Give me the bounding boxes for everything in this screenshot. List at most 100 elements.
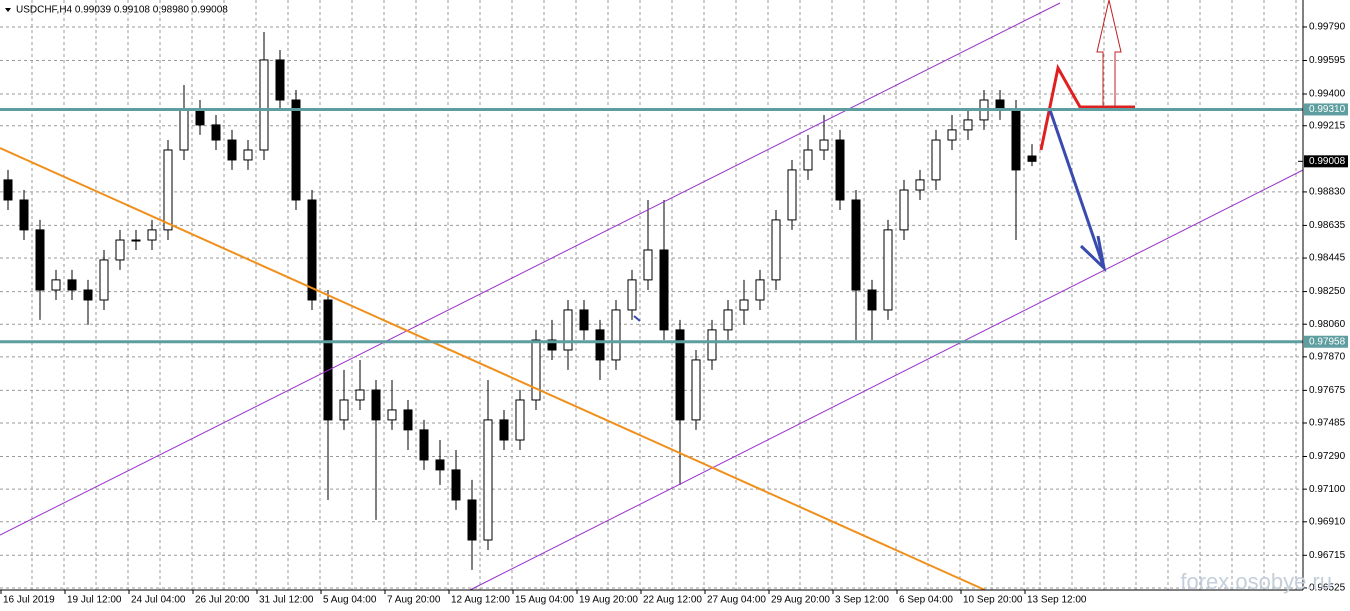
candle-body bbox=[867, 289, 877, 311]
y-tick-label: 0.99215 bbox=[1309, 120, 1346, 131]
candle-body bbox=[115, 239, 125, 261]
candle-body bbox=[19, 199, 29, 231]
down-arrow bbox=[1048, 109, 1106, 269]
x-tick-label: 13 Sep 12:00 bbox=[1027, 595, 1087, 606]
candle-body bbox=[83, 289, 93, 301]
y-tick-label: 0.99400 bbox=[1309, 89, 1346, 100]
small-mark bbox=[633, 315, 641, 322]
grid bbox=[0, 0, 1303, 590]
y-tick-label: 0.99595 bbox=[1309, 55, 1346, 66]
x-tick-label: 27 Aug 04:00 bbox=[707, 595, 766, 606]
y-tick-label: 0.97870 bbox=[1309, 351, 1346, 362]
time-axis bbox=[0, 590, 1350, 611]
level-label: 0.99310 bbox=[1309, 104, 1346, 115]
level-tag bbox=[1304, 335, 1348, 348]
y-tick-label: 0.98635 bbox=[1309, 220, 1346, 231]
candle-body bbox=[339, 399, 349, 421]
candle-body bbox=[483, 419, 493, 541]
candle-body bbox=[499, 419, 509, 441]
candle-body bbox=[227, 139, 237, 161]
candle-body bbox=[371, 389, 381, 421]
candle-body bbox=[899, 189, 909, 231]
candle-body bbox=[467, 499, 477, 541]
level-label: 0.97958 bbox=[1309, 336, 1346, 347]
x-tick-label: 19 Aug 20:00 bbox=[579, 595, 638, 606]
y-tick-label: 0.98445 bbox=[1309, 253, 1346, 264]
candle-body bbox=[1027, 155, 1037, 162]
candle-body bbox=[35, 229, 45, 291]
y-tick-label: 0.96910 bbox=[1309, 516, 1346, 527]
trend-line bbox=[0, 147, 986, 591]
candle-body bbox=[579, 309, 589, 331]
candle-body bbox=[547, 339, 557, 351]
candle-body bbox=[307, 199, 317, 301]
candle-body bbox=[915, 179, 925, 191]
candle-body bbox=[739, 299, 749, 311]
candle-body bbox=[195, 109, 205, 126]
candle-body bbox=[771, 219, 781, 281]
candle-body bbox=[595, 329, 605, 361]
candle-body bbox=[243, 149, 253, 161]
candle-body bbox=[515, 399, 525, 441]
candle-body bbox=[723, 309, 733, 331]
candle-body bbox=[851, 199, 861, 291]
candle-body bbox=[211, 124, 221, 141]
candle-body bbox=[675, 329, 685, 421]
x-tick-label: 3 Sep 12:00 bbox=[835, 595, 889, 606]
y-tick-label: 0.97290 bbox=[1309, 451, 1346, 462]
candle-body bbox=[163, 149, 173, 231]
menu-icon bbox=[5, 8, 11, 12]
x-tick-label: 15 Aug 04:00 bbox=[515, 595, 574, 606]
down-arrow-head bbox=[1079, 235, 1107, 273]
chart-title: USDCHF,H4 0.99039 0.99108 0.98980 0.9900… bbox=[16, 5, 228, 16]
x-tick-label: 24 Jul 04:00 bbox=[131, 595, 186, 606]
drawings bbox=[0, 0, 1304, 591]
candle-body bbox=[931, 139, 941, 181]
y-tick-label: 0.99790 bbox=[1309, 22, 1346, 33]
candle-body bbox=[1011, 109, 1021, 171]
candle-body bbox=[643, 249, 653, 281]
watermark: forex.osobye.ru bbox=[1180, 569, 1332, 594]
candle-body bbox=[67, 279, 77, 291]
y-tick-label: 0.98060 bbox=[1309, 319, 1346, 330]
candle-body bbox=[707, 329, 717, 361]
candle-body bbox=[131, 239, 141, 242]
candle-body bbox=[659, 249, 669, 331]
candle-body bbox=[275, 59, 285, 101]
candle-body bbox=[99, 259, 109, 301]
x-tick-label: 29 Aug 20:00 bbox=[771, 595, 830, 606]
candles bbox=[3, 31, 1037, 570]
candle-body bbox=[883, 229, 893, 311]
candle-body bbox=[691, 359, 701, 421]
candle-body bbox=[179, 109, 189, 151]
x-tick-label: 5 Aug 04:00 bbox=[323, 595, 377, 606]
candle-body bbox=[403, 409, 413, 431]
candle-body bbox=[419, 429, 429, 461]
axis-labels: 0.99790 0.99595 0.99400 0.99215 0.98830 0.986… bbox=[0, 22, 1348, 606]
candle-body bbox=[627, 279, 637, 311]
y-tick-label: 0.97100 bbox=[1309, 484, 1346, 495]
y-tick-label: 0.98250 bbox=[1309, 286, 1346, 297]
candle-body bbox=[787, 169, 797, 221]
candle-body bbox=[435, 459, 445, 471]
candle-body bbox=[563, 309, 573, 351]
candle-body bbox=[755, 279, 765, 301]
x-tick-label: 31 Jul 12:00 bbox=[259, 595, 314, 606]
y-tick-label: 0.98830 bbox=[1309, 187, 1346, 198]
level-tag bbox=[1304, 103, 1348, 116]
channel-lower bbox=[469, 169, 1304, 591]
x-tick-label: 16 Jul 2019 bbox=[3, 595, 55, 606]
y-tick-label: 0.97485 bbox=[1309, 418, 1346, 429]
candle-body bbox=[947, 129, 957, 141]
candle-body bbox=[963, 119, 973, 131]
y-tick-label: 0.96715 bbox=[1309, 550, 1346, 561]
x-tick-label: 7 Aug 20:00 bbox=[387, 595, 441, 606]
channel-upper bbox=[0, 2, 1061, 536]
candle-body bbox=[259, 59, 269, 151]
candle-body bbox=[803, 149, 813, 171]
price-axis bbox=[1303, 0, 1350, 611]
last-price-tag bbox=[1304, 155, 1348, 168]
